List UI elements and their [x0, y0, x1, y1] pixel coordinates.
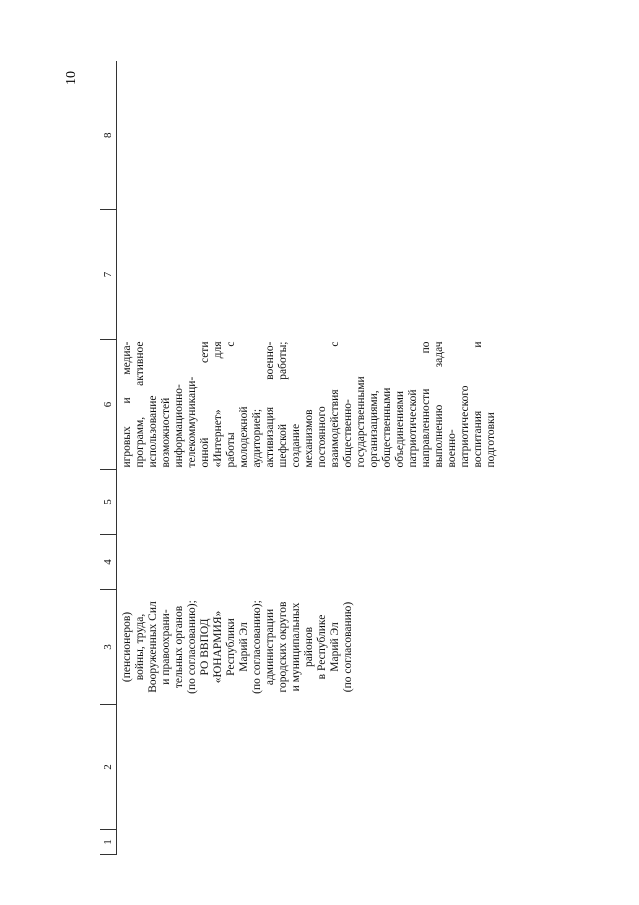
cell-line: Вооруженных Сил — [147, 601, 159, 693]
cell-line: общественно- — [342, 399, 354, 468]
table-cell — [117, 830, 499, 855]
cell-line: информационно- — [173, 384, 185, 468]
cell-line: общественными — [381, 387, 393, 468]
cell-line: механизмов — [303, 409, 315, 468]
table-row: (пенсионеров) войны, труда, Вооруженных Си… — [117, 62, 499, 855]
cell-line: создание — [290, 423, 302, 468]
cell-line: телекоммуникаци- — [186, 376, 198, 468]
column-header: 6 — [100, 339, 117, 470]
cell-line: Марий Эл — [238, 622, 250, 672]
table-cell — [117, 62, 499, 210]
cell-line: патриотического — [459, 385, 471, 468]
cell-line: Марий Эл — [329, 622, 341, 672]
page-number: 10 — [64, 71, 79, 85]
cell-line: воспитания и — [472, 341, 484, 468]
table-cell: игровых и медиа-программ, активное исполь… — [117, 340, 499, 470]
table-cell — [117, 470, 499, 535]
cell-line: возможностей — [160, 397, 172, 468]
cell-line: взаимодействия с — [329, 341, 341, 468]
cell-line: работы с — [225, 341, 237, 468]
cell-line: использование — [147, 395, 159, 468]
cell-line: и правоохрани- — [160, 609, 172, 685]
cell-line: РО ВВПОД — [199, 618, 211, 676]
cell-line: «ЮНАРМИЯ» — [212, 610, 224, 684]
cell-line: шефской работы; — [277, 341, 289, 468]
cell-line: организациями, — [368, 390, 380, 468]
cell-line: игровых и медиа- — [121, 341, 133, 468]
cell-line: администрации — [264, 608, 276, 686]
cell-line: и муниципальных — [290, 602, 302, 692]
cell-line: подготовки — [485, 412, 497, 468]
column-header: 1 — [100, 829, 117, 855]
table-cell: (пенсионеров) войны, труда, Вооруженных Си… — [117, 590, 499, 705]
table-cell — [117, 705, 499, 830]
cell-line: онной сети — [199, 341, 211, 468]
cell-line: военно- — [446, 429, 458, 468]
cell-line: объединениями — [394, 390, 406, 468]
column-header: 8 — [100, 61, 117, 210]
cell-line: городских округов — [277, 601, 289, 693]
cell-line: выполнению задач — [433, 341, 445, 468]
cell-line: (по согласованию); — [186, 600, 198, 694]
cell-line: (по согласованию) — [342, 601, 354, 693]
cell-line: «Интернет» для — [212, 341, 224, 468]
column-header: 5 — [100, 469, 117, 535]
cell-line: (пенсионеров) — [121, 611, 133, 683]
cell-line: программ, активное — [134, 341, 146, 468]
column-header: 4 — [100, 534, 117, 590]
cell-line: в Республике — [316, 614, 328, 680]
table-cell — [117, 210, 499, 340]
cell-line: аудиторией; — [251, 408, 263, 468]
cell-line: районов — [303, 626, 315, 668]
column-header: 7 — [100, 209, 117, 340]
cell-line: государственными — [355, 376, 367, 468]
cell-line: Республики — [225, 618, 237, 676]
cell-line: направленности по — [420, 341, 432, 468]
cell-line: молодежной — [238, 406, 250, 468]
column-header: 3 — [100, 589, 117, 705]
column-header: 2 — [100, 704, 117, 830]
table-cell — [117, 535, 499, 590]
cell-line: постоянного — [316, 406, 328, 468]
cell-line: войны, труда, — [134, 613, 146, 681]
cell-line: тельных органов — [173, 605, 185, 689]
cell-line: (по согласованию); — [251, 600, 263, 694]
cell-line: активизация военно- — [264, 341, 276, 468]
cell-line: патриотической — [407, 389, 419, 468]
